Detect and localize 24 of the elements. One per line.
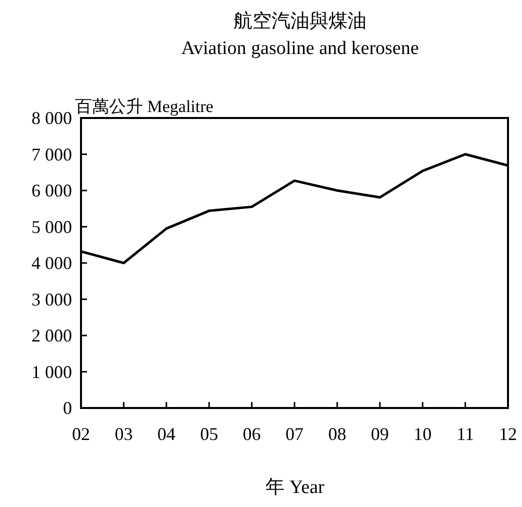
y-tick-label: 1 000 (32, 362, 72, 382)
x-tick-label: 03 (114, 424, 133, 444)
y-tick-label: 0 (63, 398, 72, 418)
x-tick-label: 02 (72, 424, 90, 444)
y-tick-label: 7 000 (32, 144, 72, 164)
x-tick-label: 11 (456, 424, 474, 444)
y-tick-label: 2 000 (32, 326, 72, 346)
x-axis-title: 年 Year (266, 477, 326, 498)
y-tick-label: 5 000 (32, 216, 72, 237)
chart-subtitle: Aviation gasoline and kerosene (181, 38, 419, 59)
x-tick-label: 09 (370, 424, 389, 444)
y-tick-label: 8 000 (32, 108, 72, 128)
x-tick-label: 07 (286, 424, 304, 444)
x-tick-label: 06 (242, 424, 261, 444)
y-tick-label: 4 000 (32, 253, 72, 273)
x-tick-label: 05 (200, 424, 218, 444)
y-tick-label: 6 000 (32, 180, 72, 200)
y-tick-label: 3 000 (32, 289, 72, 310)
y-axis-title: 百萬公升 Megalitre (75, 97, 214, 116)
chart-title: 航空汽油與煤油 (234, 10, 366, 32)
x-tick-label: 12 (499, 424, 517, 444)
x-tick-label: 10 (414, 424, 432, 444)
x-tick-label: 04 (157, 424, 176, 444)
x-tick-label: 08 (328, 424, 346, 444)
